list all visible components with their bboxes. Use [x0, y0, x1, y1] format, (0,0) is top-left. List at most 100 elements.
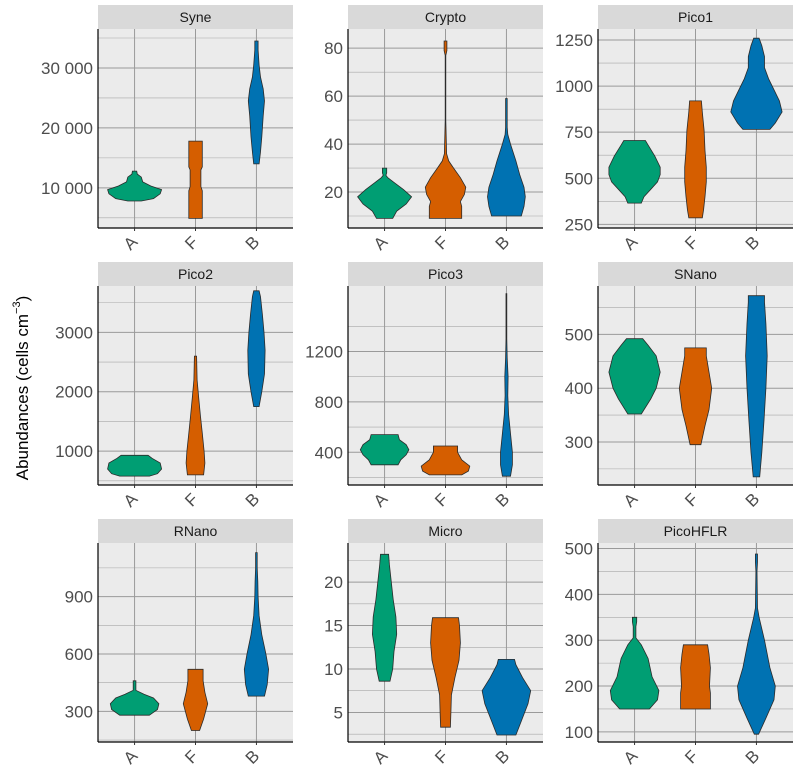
y-tick-label: 400: [315, 443, 343, 462]
y-tick-label: 300: [565, 433, 593, 452]
y-tick-label: 20: [324, 573, 343, 592]
violin-A: [359, 434, 410, 466]
violin-A: [107, 170, 163, 202]
y-tick-label: 900: [65, 588, 93, 607]
y-tick-label: 2000: [55, 383, 93, 402]
violin-F: [424, 40, 467, 219]
violin-A: [109, 680, 160, 716]
x-tick-label: A: [620, 489, 642, 511]
facet-strip: [98, 5, 293, 29]
y-tick-label: 80: [324, 39, 343, 58]
x-tick-label: F: [431, 490, 452, 511]
x-tick-label: B: [492, 232, 513, 253]
y-tick-label: 1200: [305, 342, 343, 361]
panel-pico2: Pico2 1000 2000 3000 A F B: [55, 262, 293, 511]
violin-A: [357, 167, 413, 219]
violin-A: [107, 454, 163, 477]
y-tick-label: 500: [565, 540, 593, 559]
panel-picohflr: PicoHFLR 100 200 300 400 500 A F B: [565, 519, 793, 768]
y-tick-label: 10 000: [41, 179, 93, 198]
facet-strip: [598, 519, 793, 543]
violin-B: [730, 37, 783, 130]
facet-title: Micro: [428, 523, 462, 539]
y-tick-label: 1250: [555, 31, 593, 50]
x-tick-label: F: [681, 490, 702, 511]
y-tick-label: 20: [324, 183, 343, 202]
y-tick-label: 20 000: [41, 119, 93, 138]
y-tick-label: 250: [565, 215, 593, 234]
violin-F: [680, 644, 711, 710]
y-tick-label: 200: [565, 677, 593, 696]
x-tick-label: A: [370, 746, 392, 768]
panel-pico3: Pico3 400 800 1200 A F B: [305, 262, 543, 511]
x-tick-label: A: [620, 232, 642, 254]
facet-title: RNano: [174, 523, 218, 539]
panel-rnano: RNano 300 600 900 A F B: [65, 519, 293, 768]
panel-syne: Syne 10 000 20 000 30 000 A F B: [41, 5, 293, 254]
facet-title: PicoHFLR: [664, 523, 728, 539]
violin-B: [500, 293, 513, 477]
x-tick-label: B: [242, 746, 263, 767]
x-tick-label: F: [681, 747, 702, 768]
x-tick-label: A: [120, 232, 142, 254]
y-tick-label: 30 000: [41, 59, 93, 78]
facet-title: SNano: [674, 266, 717, 282]
y-tick-label: 100: [565, 723, 593, 742]
y-tick-label: 1000: [55, 442, 93, 461]
y-tick-label: 5: [334, 703, 343, 722]
violin-A: [608, 140, 661, 204]
y-tick-label: 500: [565, 325, 593, 344]
facet-strip: [348, 262, 543, 286]
panel-snano: SNano 300 400 500 A F B: [565, 262, 793, 511]
violin-B: [745, 295, 768, 478]
violin-F: [684, 100, 707, 219]
y-tick-label: 300: [65, 702, 93, 721]
facet-title: Crypto: [425, 9, 466, 25]
facet-title: Pico1: [678, 9, 713, 25]
x-tick-label: B: [492, 489, 513, 510]
x-tick-label: F: [181, 233, 202, 254]
y-axis-label: Abundances (cells cm−3): [11, 296, 32, 481]
violin-B: [247, 40, 265, 165]
x-tick-label: A: [370, 489, 392, 511]
x-tick-label: A: [620, 746, 642, 768]
x-tick-label: A: [370, 232, 392, 254]
x-tick-label: F: [181, 747, 202, 768]
violin-F: [678, 347, 713, 446]
x-tick-label: F: [681, 233, 702, 254]
violin-B: [737, 553, 776, 735]
x-tick-label: B: [742, 232, 763, 253]
y-tick-label: 40: [324, 135, 343, 154]
violin-A: [371, 553, 398, 682]
facet-strip: [598, 262, 793, 286]
y-tick-label: 400: [565, 585, 593, 604]
x-tick-label: F: [181, 490, 202, 511]
facet-title: Syne: [180, 9, 212, 25]
panel-pico1: Pico1 250 500 750 1000 1250 A F B: [555, 5, 793, 254]
x-tick-label: B: [492, 746, 513, 767]
facet-strip: [98, 519, 293, 543]
x-tick-label: F: [431, 747, 452, 768]
violin-F: [185, 355, 206, 476]
facet-title: Pico3: [428, 266, 463, 282]
x-tick-label: B: [242, 489, 263, 510]
y-tick-label: 600: [65, 645, 93, 664]
y-tick-label: 400: [565, 379, 593, 398]
y-tick-label: 15: [324, 617, 343, 636]
violin-A: [609, 616, 660, 710]
y-tick-label: 300: [565, 631, 593, 650]
y-tick-label: 500: [565, 169, 593, 188]
facet-strip: [98, 262, 293, 286]
facet-title: Pico2: [178, 266, 213, 282]
x-tick-label: B: [242, 232, 263, 253]
y-tick-label: 1000: [555, 77, 593, 96]
violin-F: [188, 140, 203, 219]
x-tick-label: B: [742, 489, 763, 510]
y-tick-label: 60: [324, 87, 343, 106]
violin-F: [430, 617, 461, 728]
panel-micro: Micro 5 10 15 20 A F B: [324, 519, 543, 768]
violin-B: [481, 659, 532, 736]
y-tick-label: 3000: [55, 323, 93, 342]
panel-crypto: Crypto 20 40 60 80 A F B: [324, 5, 543, 254]
